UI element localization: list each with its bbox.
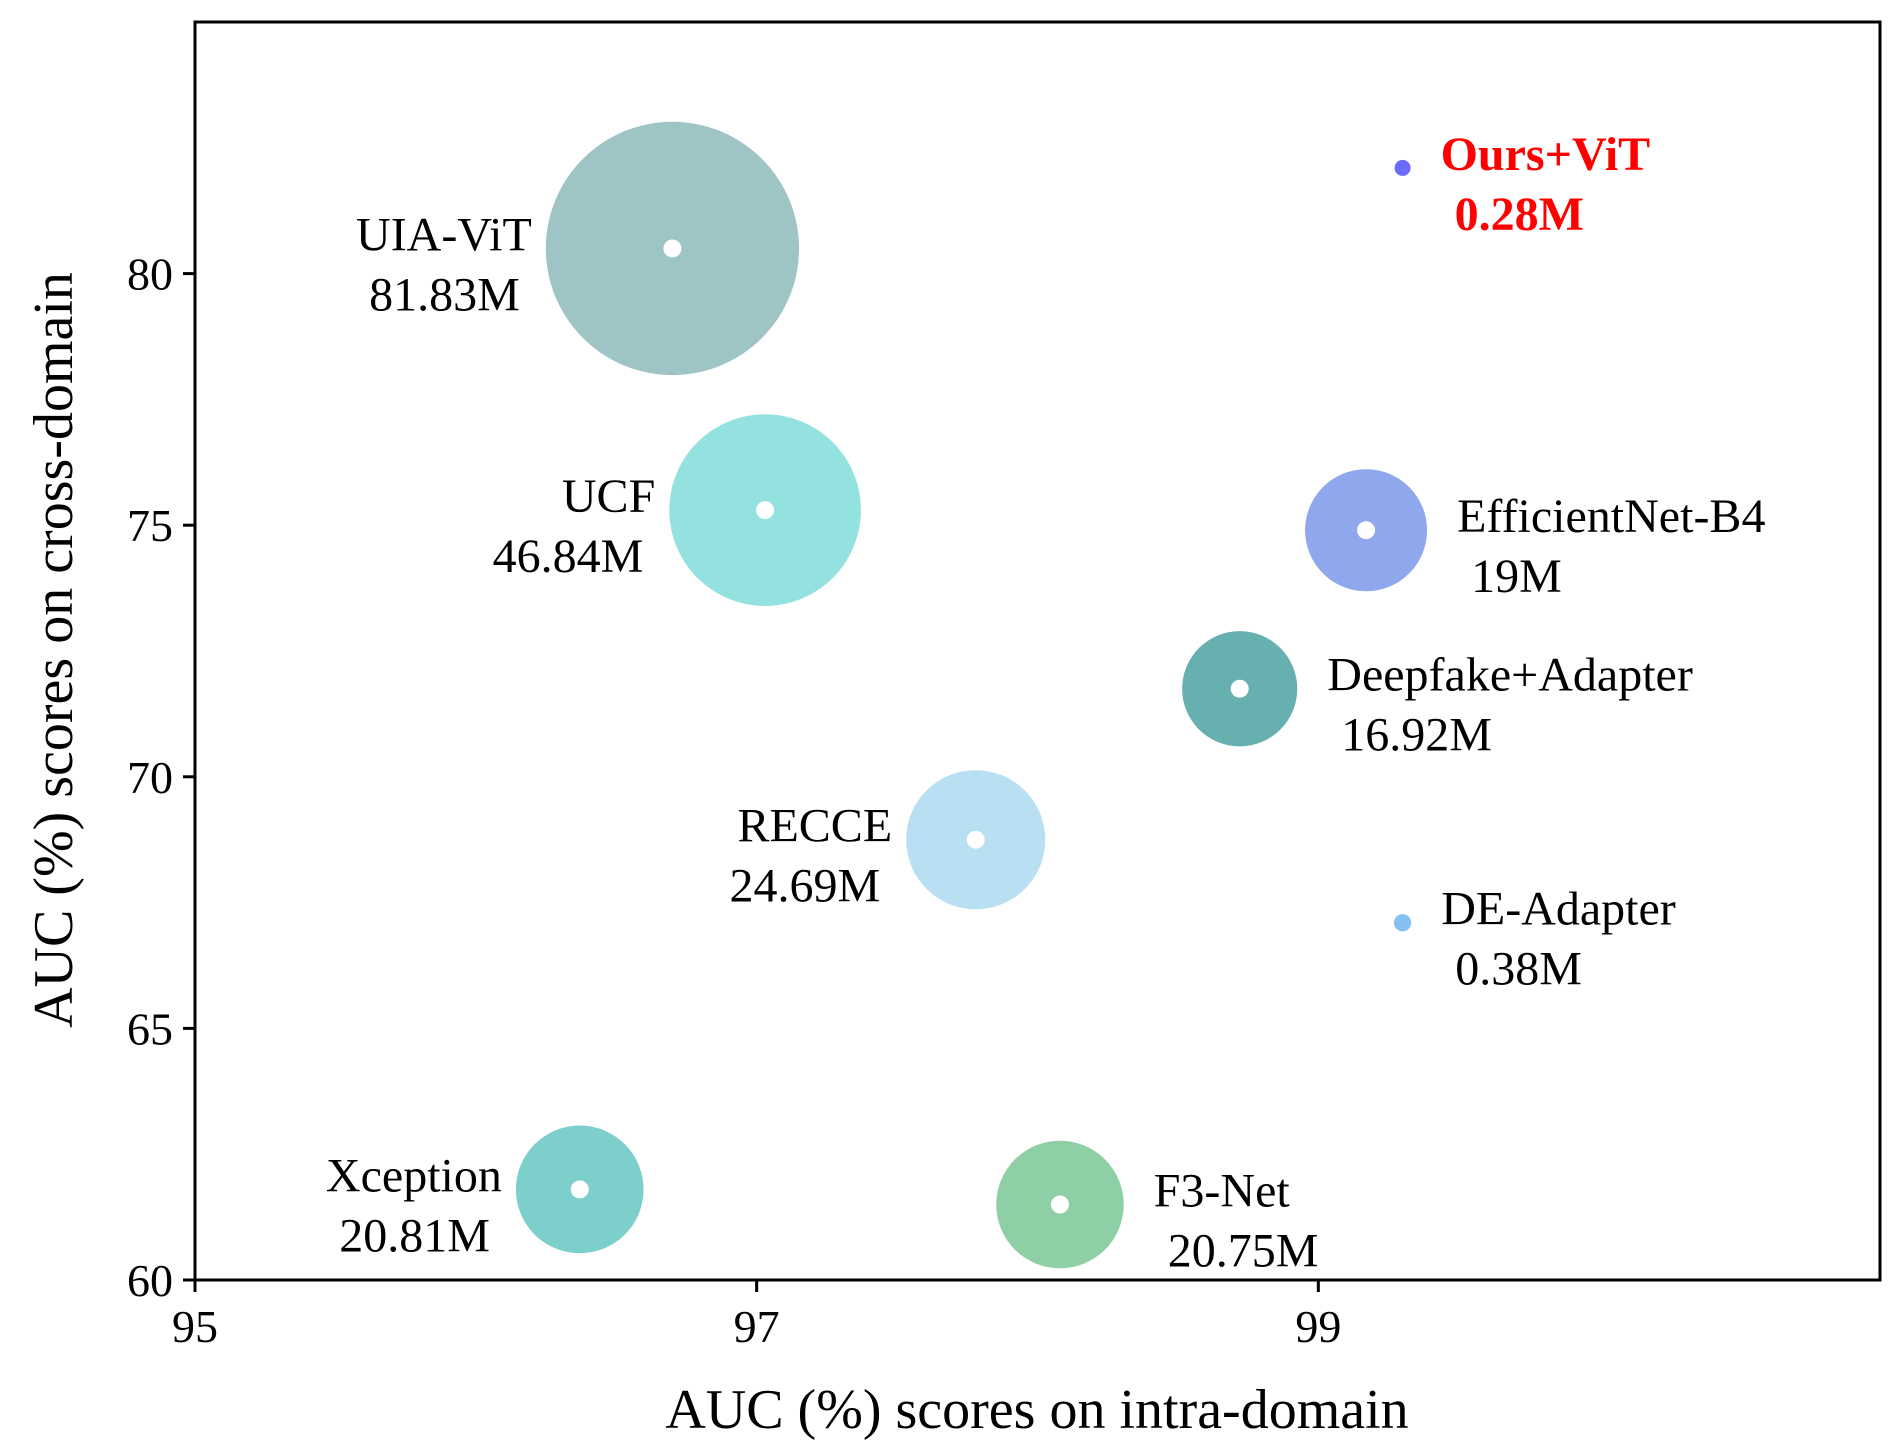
params-ours-vit: 0.28M xyxy=(1455,188,1584,241)
y-tick-label: 60 xyxy=(127,1255,173,1306)
y-tick-label: 70 xyxy=(127,752,173,803)
bubble-center-dot xyxy=(756,501,775,520)
params-f3-net: 20.75M xyxy=(1168,1225,1319,1278)
params-deepfake-adapter: 16.92M xyxy=(1341,709,1492,762)
label-deepfake-adapter: Deepfake+Adapter xyxy=(1327,649,1693,702)
x-tick-label: 99 xyxy=(1295,1301,1341,1352)
point-labels: UIA-ViT 81.83M UCF 46.84M EfficientNet-B4 19M… xyxy=(326,128,1766,1278)
label-recce: RECCE xyxy=(737,800,892,853)
params-efficientnet-b4: 19M xyxy=(1471,550,1562,603)
label-efficientnet-b4: EfficientNet-B4 xyxy=(1457,490,1765,543)
x-axis-label: AUC (%) scores on intra-domain xyxy=(665,1379,1408,1441)
label-ours-vit: Ours+ViT xyxy=(1441,128,1651,181)
x-tick-label: 97 xyxy=(734,1301,780,1352)
y-tick-label: 75 xyxy=(127,500,173,551)
label-xception: Xception xyxy=(326,1149,502,1202)
label-f3-net: F3-Net xyxy=(1154,1165,1291,1218)
label-ucf: UCF xyxy=(562,470,655,523)
bubble-center-dot xyxy=(570,1180,589,1199)
bubble-center-dot xyxy=(1050,1195,1069,1214)
params-xception: 20.81M xyxy=(339,1209,490,1262)
bubble-center-dot xyxy=(663,239,682,258)
bubble-de-adapter xyxy=(1393,914,1412,932)
bubble-ours-vit xyxy=(1394,159,1411,176)
plot-frame xyxy=(193,20,1882,1282)
x-axis: 95 97 99 xyxy=(172,1280,1341,1352)
params-de-adapter: 0.38M xyxy=(1455,943,1582,996)
bubble-center-dot xyxy=(1357,521,1376,540)
label-uia-vit: UIA-ViT xyxy=(356,208,532,261)
x-tick-label: 95 xyxy=(172,1301,218,1352)
bubble-center-dot xyxy=(1230,679,1249,698)
y-axis-label: AUC (%) scores on cross-domain xyxy=(23,272,85,1028)
y-axis: 60 65 70 75 80 xyxy=(127,249,195,1306)
params-ucf: 46.84M xyxy=(493,530,644,583)
params-recce: 24.69M xyxy=(729,860,880,913)
bubble-center-dot xyxy=(966,830,985,849)
y-tick-label: 65 xyxy=(127,1003,173,1054)
y-tick-label: 80 xyxy=(127,249,173,300)
bubble-layer xyxy=(515,121,1428,1269)
label-de-adapter: DE-Adapter xyxy=(1441,883,1676,936)
params-uia-vit: 81.83M xyxy=(369,268,520,321)
